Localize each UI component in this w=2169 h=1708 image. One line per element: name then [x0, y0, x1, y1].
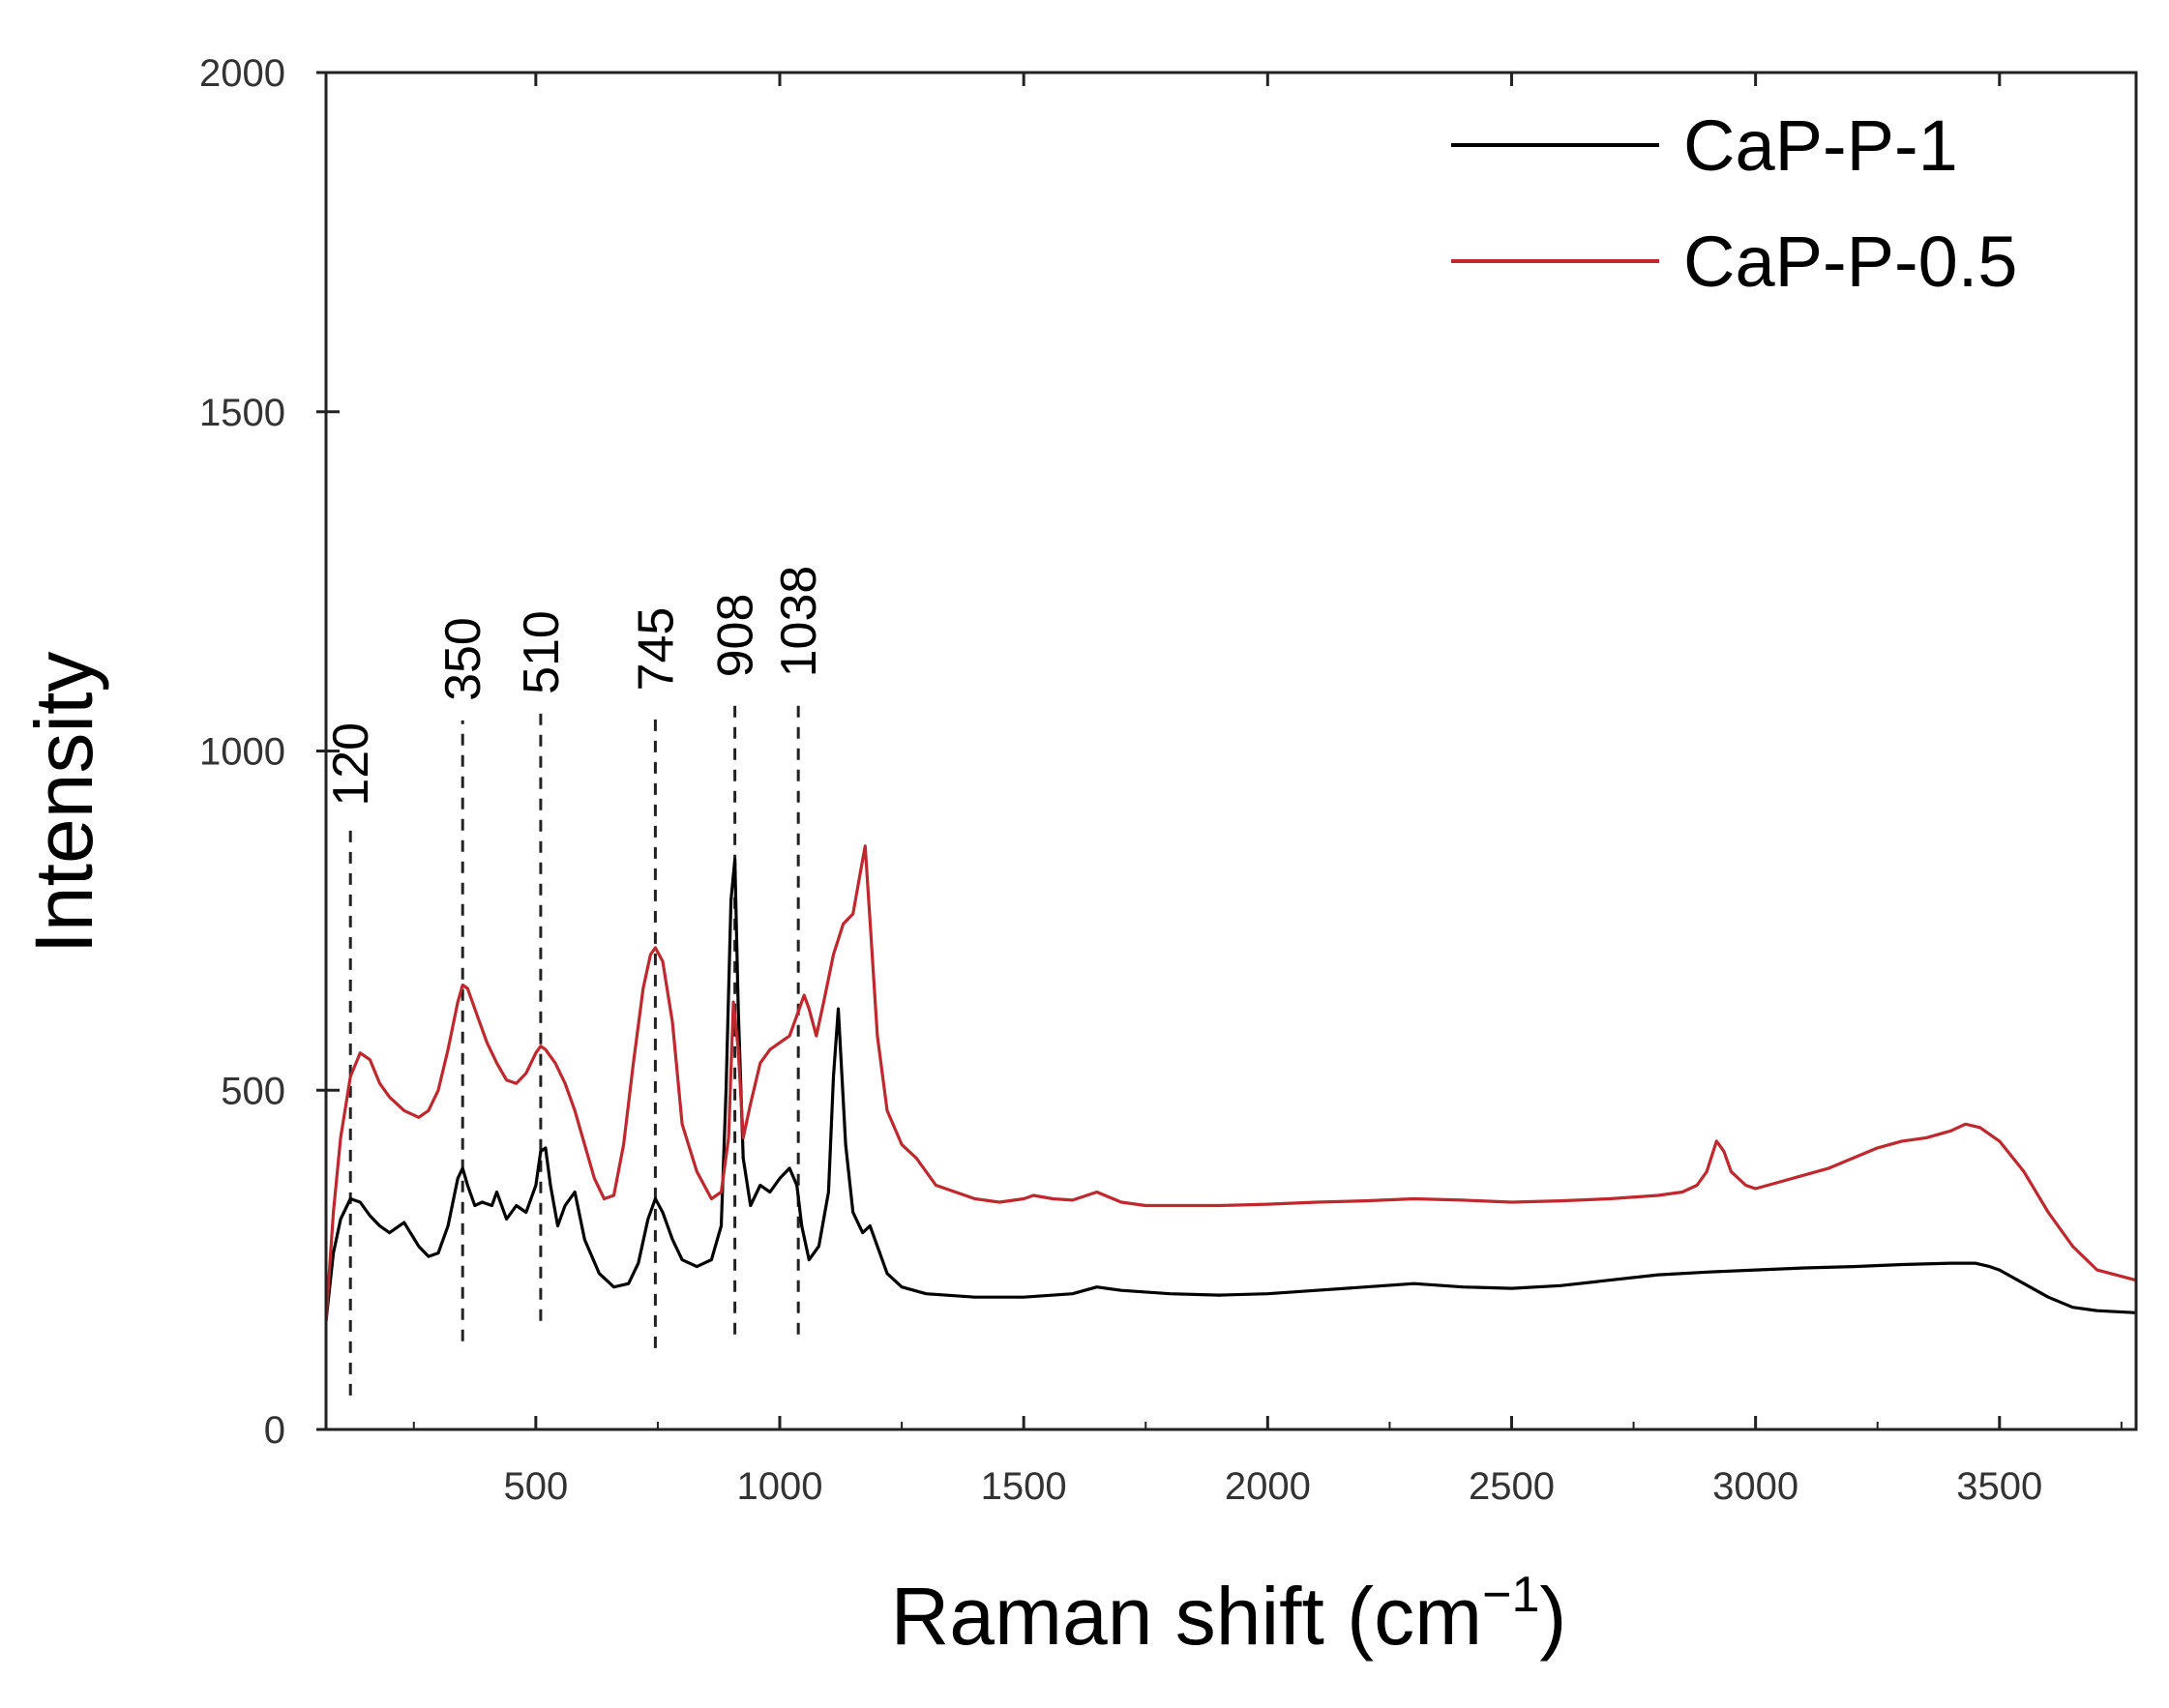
- axis-ticks: 500 1000 1500 2000 2500 3000 3500 0 500 1000 1500 2…: [199, 52, 2123, 1508]
- peak-marker-label: 510: [514, 610, 570, 694]
- x-tick-label: 3500: [1956, 1465, 2042, 1508]
- peak-marker-label: 1038: [771, 566, 827, 678]
- peak-marker-label: 745: [628, 607, 684, 692]
- legend-label-CaP-P-0.5: CaP-P-0.5: [1683, 221, 2017, 302]
- x-axis-title-close: ): [1539, 1571, 1566, 1662]
- x-axis-title-superscript: −1: [1482, 1567, 1539, 1623]
- y-tick-label: 2000: [199, 52, 285, 95]
- series-line-CaP-P-1: [324, 858, 2137, 1321]
- x-tick-label: 3000: [1712, 1465, 1798, 1508]
- x-tick-label: 1000: [737, 1465, 823, 1508]
- x-tick-label: 500: [503, 1465, 568, 1508]
- x-tick-label: 2000: [1225, 1465, 1311, 1508]
- legend-label-CaP-P-1: CaP-P-1: [1683, 105, 1958, 186]
- y-axis-title: Intensity: [18, 652, 109, 955]
- x-tick-label: 1500: [981, 1465, 1067, 1508]
- legend: CaP-P-1 CaP-P-0.5: [1451, 105, 2017, 302]
- y-tick-label: 1000: [199, 731, 285, 774]
- x-axis-title: Raman shift (cm−1): [891, 1567, 1567, 1662]
- x-axis-title-main: Raman shift (cm: [891, 1571, 1482, 1662]
- peak-marker-label: 908: [708, 594, 764, 678]
- y-tick-label: 1500: [199, 392, 285, 434]
- y-tick-label: 500: [221, 1070, 285, 1112]
- data-series: [324, 844, 2137, 1321]
- peak-marker-label: 350: [435, 617, 491, 701]
- peak-markers: 120 350 510 745 908 1038: [323, 566, 827, 1396]
- series-line-CaP-P-0.5: [324, 844, 2137, 1321]
- peak-marker-label: 120: [323, 722, 379, 807]
- x-tick-label: 2500: [1469, 1465, 1555, 1508]
- y-tick-label: 0: [264, 1409, 285, 1452]
